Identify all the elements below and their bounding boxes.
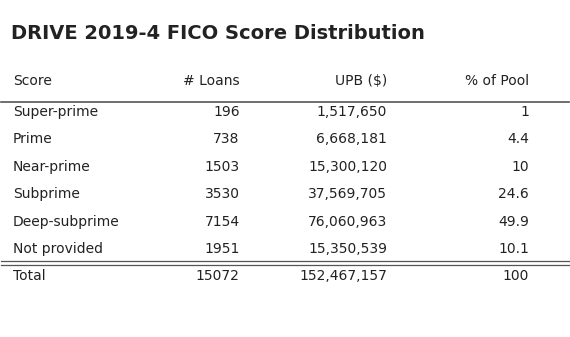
Text: 1,517,650: 1,517,650 (317, 105, 387, 119)
Text: 1: 1 (520, 105, 529, 119)
Text: 6,668,181: 6,668,181 (316, 132, 387, 147)
Text: 37,569,705: 37,569,705 (308, 187, 387, 201)
Text: 1503: 1503 (205, 160, 239, 174)
Text: Not provided: Not provided (13, 242, 103, 256)
Text: 49.9: 49.9 (498, 215, 529, 229)
Text: 3530: 3530 (205, 187, 239, 201)
Text: 15,350,539: 15,350,539 (308, 242, 387, 256)
Text: Deep-subprime: Deep-subprime (13, 215, 120, 229)
Text: Near-prime: Near-prime (13, 160, 91, 174)
Text: 100: 100 (503, 270, 529, 283)
Text: Super-prime: Super-prime (13, 105, 98, 119)
Text: # Loans: # Loans (183, 74, 239, 88)
Text: Subprime: Subprime (13, 187, 80, 201)
Text: DRIVE 2019-4 FICO Score Distribution: DRIVE 2019-4 FICO Score Distribution (11, 24, 425, 42)
Text: 76,060,963: 76,060,963 (308, 215, 387, 229)
Text: 4.4: 4.4 (507, 132, 529, 147)
Text: 10.1: 10.1 (498, 242, 529, 256)
Text: 15,300,120: 15,300,120 (308, 160, 387, 174)
Text: 196: 196 (213, 105, 239, 119)
Text: % of Pool: % of Pool (465, 74, 529, 88)
Text: 1951: 1951 (204, 242, 239, 256)
Text: UPB ($): UPB ($) (335, 74, 387, 88)
Text: 10: 10 (511, 160, 529, 174)
Text: 738: 738 (213, 132, 239, 147)
Text: Prime: Prime (13, 132, 52, 147)
Text: 152,467,157: 152,467,157 (299, 270, 387, 283)
Text: 24.6: 24.6 (498, 187, 529, 201)
Text: 15072: 15072 (196, 270, 239, 283)
Text: Total: Total (13, 270, 46, 283)
Text: 7154: 7154 (205, 215, 239, 229)
Text: Score: Score (13, 74, 52, 88)
